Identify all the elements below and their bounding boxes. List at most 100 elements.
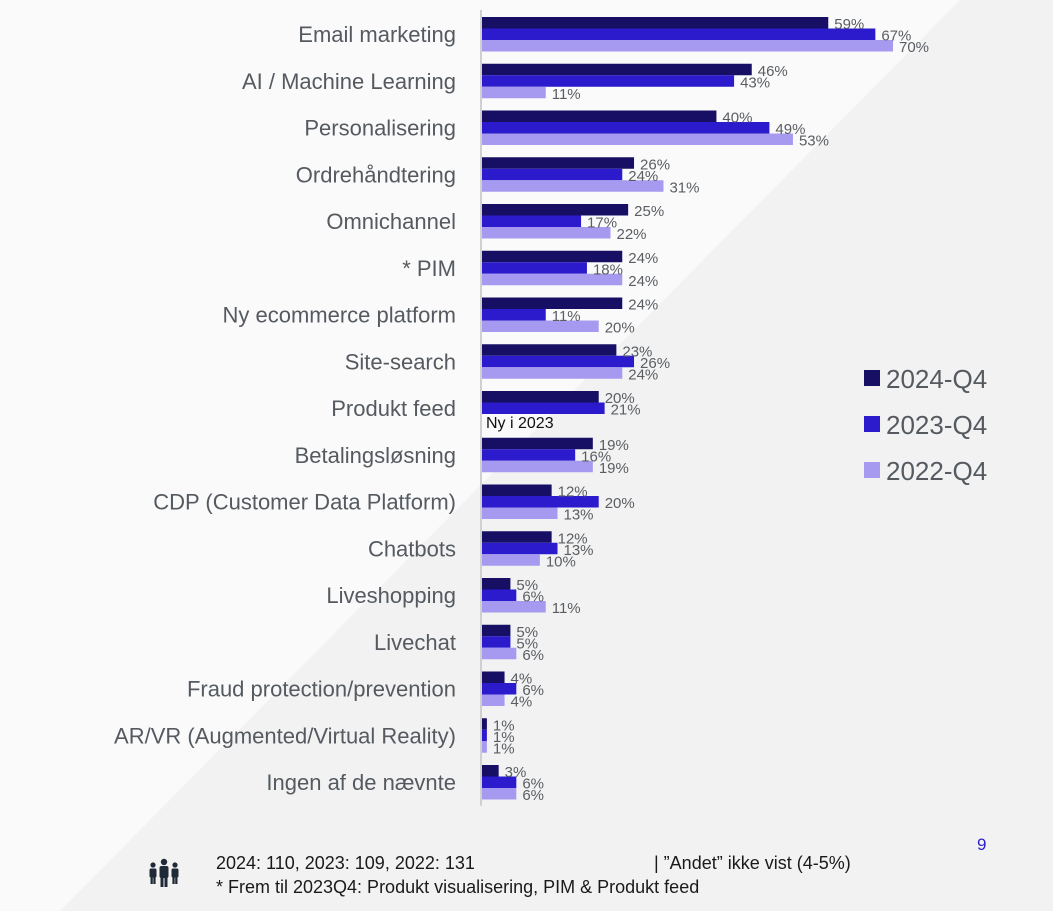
data-label: 26% [640, 156, 670, 173]
bar [481, 309, 546, 321]
data-label: 17% [587, 215, 617, 232]
data-label: 24% [628, 168, 658, 185]
data-label: 6% [522, 589, 544, 606]
bar [481, 636, 511, 648]
bar [481, 718, 487, 730]
data-label: 67% [881, 28, 911, 45]
bar [481, 320, 599, 332]
footnote: * Frem til 2023Q4: Produkt visualisering… [216, 877, 700, 897]
data-label: 20% [605, 495, 635, 512]
category-label: Omnichannel [326, 209, 456, 234]
data-label: 53% [799, 133, 829, 150]
category-label: Ny ecommerce platform [222, 303, 456, 328]
bar [481, 531, 552, 543]
bar [481, 694, 505, 706]
category-label: CDP (Customer Data Platform) [153, 490, 456, 515]
data-label: 59% [834, 16, 864, 33]
category-label: Site-search [345, 349, 456, 374]
data-label: 21% [611, 402, 641, 419]
bar [481, 460, 593, 473]
sample-sizes: 2024: 110, 2023: 109, 2022: 131 [216, 853, 475, 873]
legend: 2024-Q4 2023-Q4 2022-Q4 [864, 364, 987, 486]
annotation-label: Ny i 2023 [486, 415, 554, 432]
data-label: 24% [628, 250, 658, 267]
bar [481, 86, 546, 99]
category-label: AR/VR (Augmented/Virtual Reality) [114, 723, 456, 748]
data-label: 1% [493, 717, 515, 734]
bar [481, 355, 635, 368]
bar [481, 180, 664, 192]
legend-swatch [864, 370, 880, 386]
data-label: 31% [669, 179, 699, 196]
data-label: 6% [522, 776, 544, 793]
data-label: 11% [552, 86, 581, 103]
data-label: 24% [628, 273, 658, 290]
bar [481, 601, 546, 613]
bar [481, 262, 587, 274]
bar [481, 402, 605, 414]
category-label: Fraud protection/prevention [187, 677, 456, 702]
bar [481, 367, 623, 379]
value-labels: 59%67%70%46%43%11%40%49%53%26%24%31%25%1… [493, 16, 929, 804]
data-label: 70% [899, 39, 929, 56]
bar [481, 449, 576, 461]
bar [481, 40, 893, 52]
data-label: 4% [511, 694, 533, 711]
data-label: 25% [634, 203, 664, 220]
data-label: 11% [552, 600, 581, 617]
category-label: Ordrehåndtering [296, 162, 456, 187]
bar [481, 63, 752, 76]
data-label: 10% [546, 553, 576, 570]
bar [481, 168, 623, 181]
bar [481, 133, 793, 145]
bar [481, 110, 717, 122]
data-label: 5% [516, 635, 538, 652]
data-label: 13% [564, 542, 594, 559]
data-label: 12% [558, 484, 588, 501]
data-label: 20% [605, 320, 635, 337]
data-label: 19% [599, 460, 629, 477]
legend-label: 2024-Q4 [886, 364, 987, 394]
data-label: 5% [516, 624, 538, 641]
bar [481, 765, 499, 777]
bar [481, 554, 540, 566]
bar [481, 122, 770, 134]
data-label: 26% [640, 355, 670, 372]
bar [481, 484, 552, 496]
bar [481, 28, 876, 40]
bar [481, 578, 511, 590]
category-label: Personalisering [304, 116, 456, 141]
data-label: 23% [622, 343, 652, 360]
bar [481, 647, 517, 660]
data-label: 5% [516, 577, 538, 594]
category-label: Livechat [374, 630, 456, 655]
footer: 2024: 110, 2023: 109, 2022: 131 | ”Andet… [216, 851, 851, 899]
data-label: 18% [593, 261, 623, 278]
data-label: 24% [628, 297, 658, 314]
legend-swatch [864, 416, 880, 432]
bar [481, 729, 487, 742]
category-label: Betalingsløsning [295, 443, 456, 468]
category-label: Liveshopping [326, 583, 456, 608]
bar [481, 215, 582, 227]
data-label: 3% [505, 764, 527, 781]
bar [481, 437, 593, 450]
category-label: * PIM [402, 256, 456, 281]
category-label: Email marketing [298, 22, 456, 47]
category-label: Ingen af de nævnte [266, 770, 456, 795]
bar [481, 297, 623, 309]
bar [481, 624, 511, 637]
bar [481, 75, 735, 87]
data-label: 6% [522, 787, 544, 804]
category-label: Chatbots [368, 536, 456, 561]
data-label: 22% [616, 226, 646, 243]
bar [481, 391, 599, 403]
bar [481, 788, 517, 800]
category-label: AI / Machine Learning [242, 69, 456, 94]
bar [481, 589, 517, 601]
data-label: 43% [740, 74, 770, 91]
category-label: Produkt feed [331, 396, 456, 421]
legend-label: 2023-Q4 [886, 410, 987, 440]
bar [481, 683, 517, 695]
people-group-icon [149, 858, 179, 887]
